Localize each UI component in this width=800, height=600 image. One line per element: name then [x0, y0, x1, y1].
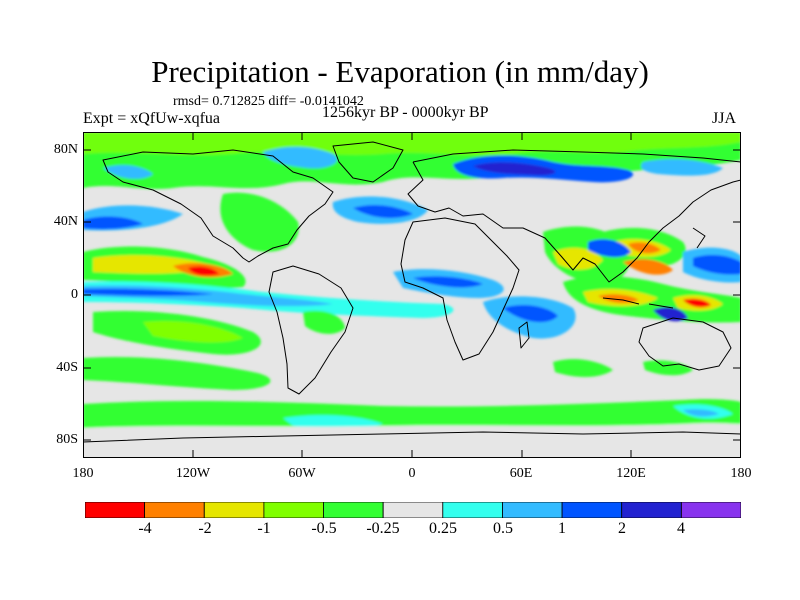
cb-swatch-3 — [203, 502, 265, 518]
cb-label-3: -1 — [257, 520, 271, 537]
cb-label-1: -4 — [138, 520, 152, 537]
axis-ticks — [83, 132, 741, 458]
cb-swatch-7 — [442, 502, 503, 518]
y-label-40n: 40N — [53, 214, 78, 229]
cb-label-4: -0.5 — [311, 520, 337, 537]
cb-swatch-4 — [263, 502, 324, 518]
cb-label-6: 0.25 — [429, 520, 457, 537]
cb-swatch-10 — [621, 502, 682, 518]
stats-text: rmsd= 0.712825 diff= -0.0141042 — [173, 94, 364, 109]
x-label-60w: 60W — [288, 466, 316, 481]
x-label-180e: 180 — [730, 466, 752, 481]
x-label-0: 0 — [408, 466, 416, 481]
chart-title: Precipitation - Evaporation (in mm/day) — [151, 54, 649, 89]
cb-label-8: 1 — [558, 520, 566, 537]
colorbar — [85, 502, 741, 518]
y-label-80s: 80S — [56, 432, 78, 447]
y-label-80n: 80N — [53, 142, 78, 157]
cb-label-5: -0.25 — [366, 520, 400, 537]
cb-swatch-8 — [502, 502, 563, 518]
cb-label-10: 4 — [677, 520, 685, 537]
period-label: 1256kyr BP - 0000kyr BP — [322, 104, 489, 121]
x-label-60e: 60E — [509, 466, 533, 481]
season-label: JJA — [712, 110, 737, 127]
x-label-180w: 180 — [72, 466, 94, 481]
cb-swatch-6 — [382, 502, 444, 518]
field-contours — [83, 132, 741, 458]
cb-swatch-11 — [681, 502, 741, 518]
coastlines — [83, 141, 741, 443]
y-label-0: 0 — [71, 287, 78, 302]
cb-label-7: 0.5 — [493, 520, 513, 537]
x-label-120w: 120W — [175, 466, 211, 481]
cb-label-2: -2 — [198, 520, 212, 537]
cb-swatch-5 — [323, 502, 384, 518]
map-panel — [83, 132, 741, 458]
y-label-40s: 40S — [56, 360, 78, 375]
cb-label-9: 2 — [618, 520, 626, 537]
x-label-120e: 120E — [616, 466, 646, 481]
cb-swatch-2 — [144, 502, 205, 518]
cb-swatch-1 — [85, 502, 145, 518]
cb-swatch-9 — [561, 502, 623, 518]
experiment-label: Expt = xQfUw-xqfua — [83, 110, 220, 127]
